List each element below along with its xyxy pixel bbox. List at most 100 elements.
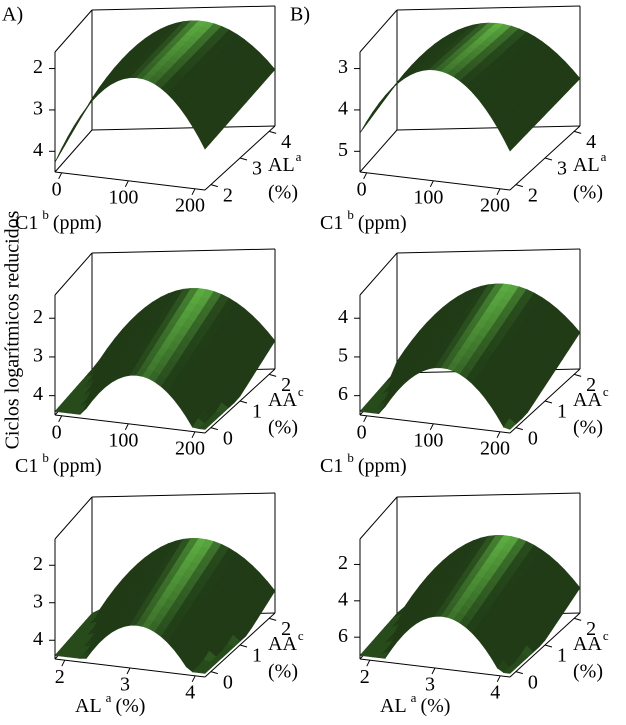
z-tick-label: 4 bbox=[338, 306, 348, 328]
y-label-text: AA bbox=[573, 389, 602, 411]
x-tick bbox=[366, 659, 371, 667]
box-edge bbox=[359, 9, 398, 53]
y-tick bbox=[515, 671, 523, 675]
surface-patch bbox=[198, 423, 212, 430]
z-tick-label: 4 bbox=[33, 628, 43, 650]
x-axis-label: C1 b (ppm) bbox=[320, 207, 407, 233]
box-edge bbox=[359, 252, 398, 296]
x-label-sup: b bbox=[42, 450, 49, 465]
surface-patch bbox=[503, 418, 517, 430]
z-tick-label: 2 bbox=[33, 56, 43, 78]
surface-patch bbox=[503, 667, 517, 674]
x-tick-label: 0 bbox=[52, 421, 62, 443]
box-edge bbox=[91, 5, 276, 11]
box-edge bbox=[54, 252, 93, 296]
y-tick-label: 2 bbox=[223, 184, 233, 206]
box-edge bbox=[396, 492, 581, 498]
y-tick-label: 2 bbox=[281, 374, 291, 396]
z-tick-label: 3 bbox=[33, 590, 43, 612]
y-tick bbox=[210, 427, 218, 431]
y-label-text: AA bbox=[573, 633, 602, 655]
y-tick-label: 0 bbox=[528, 671, 538, 693]
x-tick bbox=[496, 188, 501, 196]
y-axis-unit: (%) bbox=[573, 417, 603, 439]
x-label-text: AL bbox=[75, 695, 102, 717]
x-tick bbox=[429, 423, 434, 431]
y-label-sup: c bbox=[603, 628, 609, 643]
x-tick bbox=[191, 431, 196, 439]
y-tick bbox=[574, 617, 582, 621]
y-axis-unit: (%) bbox=[268, 182, 298, 204]
x-tick bbox=[429, 180, 434, 188]
x-tick bbox=[124, 423, 129, 431]
x-label-text: C1 bbox=[15, 212, 38, 234]
z-tick-label: 4 bbox=[33, 383, 43, 405]
y-tick bbox=[269, 373, 277, 377]
y-tick bbox=[210, 184, 218, 188]
z-tick-label: 6 bbox=[338, 383, 348, 405]
z-axis-label: Ciclos logarítmicos reducidos bbox=[2, 210, 24, 449]
y-tick bbox=[544, 644, 553, 648]
y-axis-unit: (%) bbox=[573, 661, 603, 683]
box-edge bbox=[359, 496, 398, 540]
box-edge bbox=[54, 129, 93, 173]
x-tick-label: 2 bbox=[55, 666, 65, 688]
x-tick-label: 200 bbox=[175, 194, 205, 216]
y-tick bbox=[239, 157, 248, 161]
z-tick-label: 3 bbox=[33, 345, 43, 367]
y-tick bbox=[574, 373, 582, 377]
box-edge bbox=[359, 129, 398, 173]
x-axis-label: C1 b (ppm) bbox=[15, 207, 102, 233]
y-tick bbox=[210, 671, 218, 675]
z-tick-label: 2 bbox=[33, 306, 43, 328]
y-tick bbox=[269, 130, 277, 134]
x-tick-label: 3 bbox=[425, 674, 435, 696]
box-edge bbox=[91, 125, 276, 131]
y-tick-label: 0 bbox=[223, 671, 233, 693]
x-tick-label: 100 bbox=[108, 186, 138, 208]
y-tick bbox=[239, 400, 248, 404]
box-edge bbox=[91, 248, 276, 254]
y-label-sup: c bbox=[603, 384, 609, 399]
z-tick-label: 3 bbox=[33, 98, 43, 120]
box-edge bbox=[54, 496, 93, 540]
y-tick-label: 4 bbox=[281, 131, 291, 153]
y-tick-label: 4 bbox=[586, 131, 596, 153]
x-tick bbox=[126, 667, 131, 675]
x-tick-label: 3 bbox=[120, 674, 130, 696]
y-tick-label: 1 bbox=[557, 401, 567, 423]
y-label-sup: c bbox=[298, 628, 304, 643]
x-label-unit: (%) bbox=[420, 695, 450, 717]
box-edge bbox=[396, 5, 581, 11]
y-axis-label: ALa bbox=[268, 149, 302, 175]
x-tick-label: 0 bbox=[357, 178, 367, 200]
y-label-text: AA bbox=[268, 389, 297, 411]
z-tick-label: 6 bbox=[338, 625, 348, 647]
y-tick-label: 1 bbox=[252, 401, 262, 423]
x-tick bbox=[191, 188, 196, 196]
x-tick-label: 4 bbox=[185, 681, 195, 703]
box-edge bbox=[54, 171, 206, 191]
y-axis-unit: (%) bbox=[573, 182, 603, 204]
x-tick-label: 0 bbox=[52, 178, 62, 200]
x-tick bbox=[496, 431, 501, 439]
y-axis-label: AAc bbox=[573, 384, 609, 410]
x-label-unit: (ppm) bbox=[53, 212, 102, 234]
x-label-unit: (ppm) bbox=[53, 455, 102, 477]
x-axis-label: C1 b (ppm) bbox=[320, 450, 407, 476]
surface-patch bbox=[198, 667, 212, 674]
x-label-sup: a bbox=[106, 690, 112, 705]
y-axis-label: AAc bbox=[268, 384, 304, 410]
y-tick-label: 0 bbox=[528, 427, 538, 449]
x-label-text: C1 bbox=[320, 212, 343, 234]
y-axis-unit: (%) bbox=[268, 417, 298, 439]
y-axis-label: AAc bbox=[573, 628, 609, 654]
y-tick bbox=[544, 157, 553, 161]
x-tick-label: 200 bbox=[175, 437, 205, 459]
surface-patch bbox=[503, 132, 517, 152]
x-label-sup: b bbox=[42, 207, 49, 222]
